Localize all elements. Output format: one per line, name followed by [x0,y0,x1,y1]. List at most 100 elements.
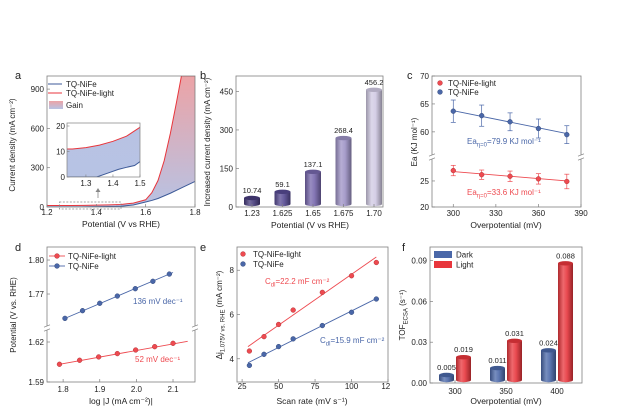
data-point [150,278,156,284]
axis-break-mark [577,153,585,157]
inset-y-tick-label: 20 [56,122,65,131]
bar-value-label: 59.1 [275,180,290,189]
annotation-part: =15.9 mF cm⁻² [330,336,384,345]
y-tick-label: 1.77 [28,290,44,299]
bar-light: 0.088 [556,251,575,383]
data-point [54,263,60,269]
fit-line [247,256,377,347]
bar-value-label: 10.74 [243,186,262,195]
data-point [240,261,246,267]
legend-label: TQ-NiFe-light [253,250,302,259]
annotation: 52 mV dec⁻¹ [135,355,180,364]
bar-group: 59.1 [274,180,291,207]
bar-group: 137.1 [304,160,322,207]
bar [335,138,352,204]
y-axis-label: Δj1.075V vs. RHE (mA cm⁻²) [215,270,227,359]
bar-value-label: 268.4 [334,126,353,135]
annotation: Cdl=22.2 mF cm⁻² [265,277,330,289]
x-tick-label: 1.9 [94,385,106,394]
x-tick-label: 2.1 [167,385,179,394]
y-tick-label: 6 [230,311,235,320]
data-point [62,315,68,322]
bar-value-label: 0.019 [454,345,473,354]
bar-value-label: 0.005 [437,363,456,372]
y-axis-label: Potential (V vs. RHE) [9,277,18,353]
data-point [76,357,83,363]
y-tick-label: 0 [229,203,234,212]
annotation-part: dl [271,283,276,289]
x-tick-label: 25 [238,382,247,391]
y-axis-label-part: Δj [215,352,224,359]
y-tick-label: 65 [420,100,429,109]
x-tick-label: 390 [574,209,588,218]
series-tq-nife-light [450,164,570,190]
bar [456,357,471,380]
panel-f: 0.00 0.03 0.06 0.09 300 0.005 0.019 350 0.011 0.0… [398,242,583,406]
x-tick-label: 360 [532,209,546,218]
bar-value-label: 456.2 [365,78,384,87]
y-tick-label: 4 [230,355,235,364]
legend-label: Light [456,261,474,270]
axes-frame [46,246,196,383]
bar [439,375,454,380]
inset-frame [66,122,141,178]
legend-swatch-dark [434,251,452,258]
data-point [114,350,120,357]
data-point [564,132,570,138]
bar-value-label: 0.011 [488,356,506,365]
y-tick-label: 8 [230,266,235,275]
bar-group: 456.2 [365,78,384,207]
axis-break-mark [43,324,51,328]
y-tick-label: 0.06 [411,297,427,306]
x-tick-label: 300 [447,209,461,218]
y-axis-label: Ea (KJ mol⁻¹) [410,117,419,166]
annotation-part: =79.9 KJ mol⁻¹ [487,137,541,146]
x-tick-label: 100 [345,382,359,391]
x-axis-label: Overpotential (mV) [470,396,541,406]
legend-label: TQ-NiFe-light [448,79,497,88]
bar-dark: 0.011 [488,356,507,383]
panel-label: a [15,70,22,82]
x-tick-label: 1.8 [58,385,70,394]
x-tick-label: 2.0 [131,385,143,394]
annotation: Cdl=15.9 mF cm⁻² [320,336,385,348]
x-tick-label: 1.675 [333,209,354,218]
y-tick-label: 0 [40,203,45,212]
axis-break-mark [428,157,436,161]
inset-x-tick-label: 1.4 [107,179,119,188]
panel-label: b [200,70,206,82]
x-tick-label: 1.6 [140,208,152,217]
x-tick-label: 300 [448,387,462,396]
annotation-part: Ea [467,188,477,197]
x-tick-label: 75 [311,382,320,391]
x-tick-label: 350 [499,387,513,396]
axis-break-gap [578,155,584,159]
data-point [132,286,138,292]
inset-plot-area [67,126,140,177]
axis-break-mark [577,157,585,161]
x-axis-label: Overpotential (mV) [470,220,541,230]
x-ticks: 25 50 75 100 125 [238,379,395,391]
y-axis-label: Increased current density (mA cm⁻²) [203,77,212,206]
x-tick-label: 1.8 [189,208,201,217]
legend-label: Gain [66,101,83,110]
bar-value-label: 0.088 [556,251,575,260]
y-axis-label-part: (s⁻¹) [398,289,407,308]
x-tick-label: 125 [381,382,395,391]
axis-break-gap [429,155,435,159]
y-tick-label: 0.00 [411,379,427,388]
data-point [348,273,355,279]
data-point [373,296,379,302]
annotation-part: Ea [467,137,477,146]
bar [305,171,321,204]
legend-label: TQ-NiFe [253,260,284,269]
axis-break-gap [192,326,198,330]
x-tick-label: 1.625 [272,209,293,218]
bar-value-label: 0.031 [505,329,524,338]
data-point [450,108,456,114]
x-tick-label: 330 [489,209,503,218]
series-tq-nife [450,99,570,144]
data-point [507,119,513,125]
y-axis-label: TOFECSA (s⁻¹) [398,289,410,340]
annotation-part: =33.6 KJ mol⁻¹ [487,188,541,197]
